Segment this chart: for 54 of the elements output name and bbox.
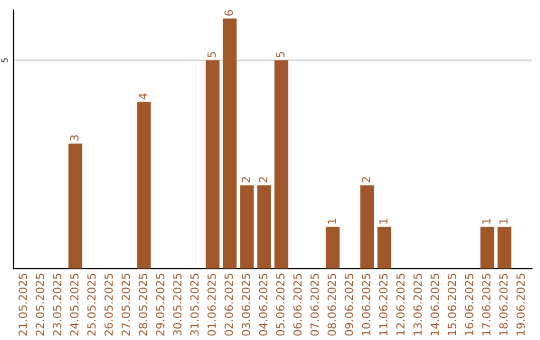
x-tick-label: 21.05.2025 xyxy=(18,274,28,336)
x-tick-label: 24.05.2025 xyxy=(70,274,79,336)
bar xyxy=(137,102,151,269)
data-label: 1 xyxy=(379,218,388,224)
x-tick-label: 05.06.2025 xyxy=(276,274,285,336)
x-tick-label: 10.06.2025 xyxy=(362,274,370,336)
bar xyxy=(377,226,392,269)
data-label: 5 xyxy=(208,52,216,58)
x-tick-label: 17.06.2025 xyxy=(482,274,490,336)
bar xyxy=(222,18,237,269)
data-label: 1 xyxy=(328,218,336,224)
x-tick-label: 28.05.2025 xyxy=(138,274,148,336)
data-label: 6 xyxy=(224,10,234,16)
bar xyxy=(326,226,340,269)
data-label: 3 xyxy=(70,135,79,141)
x-tick-label: 22.05.2025 xyxy=(36,274,44,336)
x-tick-label: 19.06.2025 xyxy=(516,274,525,336)
x-tick-label: 13.06.2025 xyxy=(413,274,422,336)
x-tick-label: 03.06.2025 xyxy=(242,274,250,336)
data-label: 4 xyxy=(138,93,148,100)
data-label: 1 xyxy=(482,218,490,224)
x-tick-label: 06.06.2025 xyxy=(293,274,302,336)
bar xyxy=(257,185,271,269)
x-tick-label: 26.05.2025 xyxy=(104,274,113,336)
x-tick-label: 15.06.2025 xyxy=(448,274,456,336)
x-tick-label: 14.06.2025 xyxy=(430,274,439,336)
bar xyxy=(274,60,288,269)
data-label: 5 xyxy=(276,52,285,58)
x-tick-label: 07.06.2025 xyxy=(310,274,319,336)
x-tick-label: 09.06.2025 xyxy=(344,274,354,336)
data-label: 1 xyxy=(499,218,508,224)
x-tick-label: 18.06.2025 xyxy=(499,274,508,336)
x-tick-label: 27.05.2025 xyxy=(122,274,130,336)
x-tick-label: 02.06.2025 xyxy=(224,274,234,336)
data-label: 2 xyxy=(362,177,370,182)
x-tick-label: 04.06.2025 xyxy=(258,274,268,336)
x-tick-label: 16.06.2025 xyxy=(464,274,474,336)
x-tick-label: 23.05.2025 xyxy=(52,274,62,336)
x-tick-label: 11.06.2025 xyxy=(379,274,388,336)
x-tick-label: 08.06.2025 xyxy=(328,274,336,336)
x-tick-label: 30.05.2025 xyxy=(173,274,182,336)
x-tick-label: 29.05.2025 xyxy=(156,274,164,336)
bar xyxy=(498,226,512,269)
x-tick-label: 12.06.2025 xyxy=(396,274,405,336)
data-label: 2 xyxy=(242,177,250,182)
data-label: 2 xyxy=(258,177,268,182)
bar xyxy=(240,185,254,269)
x-tick-label: 25.05.2025 xyxy=(87,274,96,336)
bar xyxy=(480,226,494,269)
bar xyxy=(68,144,82,269)
x-tick-label: 31.05.2025 xyxy=(190,274,199,336)
x-tick-label: 01.06.2025 xyxy=(207,274,216,336)
bar xyxy=(360,185,374,269)
bar xyxy=(206,60,220,269)
